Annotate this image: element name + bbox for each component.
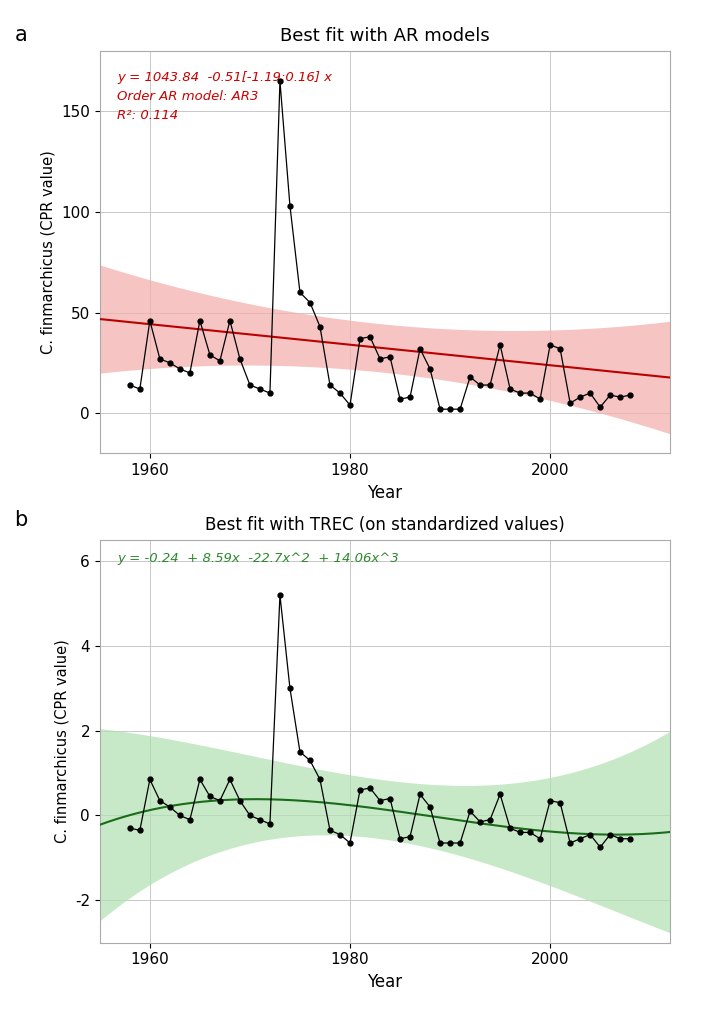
- Text: b: b: [14, 510, 28, 530]
- Text: y = -0.24  + 8.59x  -22.7x^2  + 14.06x^3: y = -0.24 + 8.59x -22.7x^2 + 14.06x^3: [117, 552, 399, 566]
- Title: Best fit with TREC (on standardized values): Best fit with TREC (on standardized valu…: [205, 517, 565, 534]
- Text: y = 1043.84  -0.51[-1.19;0.16] x
Order AR model: AR3
R²: 0.114: y = 1043.84 -0.51[-1.19;0.16] x Order AR…: [117, 71, 332, 122]
- Y-axis label: C. finmarchicus (CPR value): C. finmarchicus (CPR value): [41, 151, 56, 354]
- X-axis label: Year: Year: [367, 484, 403, 501]
- Title: Best fit with AR models: Best fit with AR models: [280, 28, 490, 45]
- Y-axis label: C. finmarchicus (CPR value): C. finmarchicus (CPR value): [54, 640, 69, 843]
- X-axis label: Year: Year: [367, 973, 403, 990]
- Text: a: a: [14, 25, 27, 46]
